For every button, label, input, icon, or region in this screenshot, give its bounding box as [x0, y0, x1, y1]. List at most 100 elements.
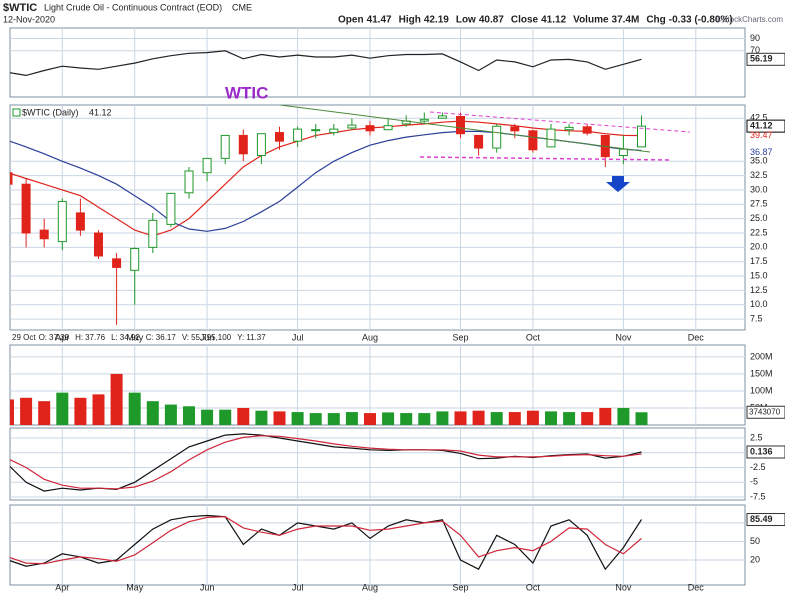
candle-body	[39, 229, 49, 240]
candle-body	[618, 148, 628, 157]
candle-body	[275, 132, 284, 142]
ma-last-label: 39.47	[750, 130, 773, 140]
candle-body	[21, 183, 31, 234]
candle-body	[456, 115, 465, 135]
info-label: Y:	[237, 333, 244, 342]
y-tick-label: 150M	[750, 368, 773, 378]
x-tick-label: Jun	[200, 332, 215, 342]
last-value-label: 3743070	[749, 407, 781, 416]
ma-last-label: 36.87	[750, 147, 773, 157]
panel-frame	[9, 504, 746, 586]
info-date: 29 Oct	[12, 333, 36, 342]
plot-layer: Open 41.47 High 42.19 Low 40.87 Close 41.12 Volu…	[10, 15, 785, 592]
date: 12-Nov-2020	[3, 14, 55, 24]
quote-label: High	[399, 15, 421, 26]
indicator-line	[10, 120, 642, 237]
annotation: WTIC	[225, 83, 268, 102]
candle-body	[10, 172, 13, 185]
panel-frame	[9, 27, 746, 98]
y-tick-label: 20.0	[750, 242, 768, 252]
candle-body	[474, 134, 484, 149]
panel-frame	[9, 427, 746, 501]
y-tick-label: 12.5	[750, 285, 768, 295]
candle-body	[57, 200, 67, 243]
volume-bar	[128, 392, 141, 425]
support-line	[419, 156, 673, 161]
y-tick-label: 7.5	[750, 313, 763, 323]
quote-value: 37.4M	[612, 15, 640, 26]
x-tick-label: Oct	[526, 332, 541, 342]
candle-body	[510, 126, 520, 132]
candle-body	[347, 124, 357, 129]
y-tick-label: 100M	[750, 385, 773, 395]
info-label: C:	[146, 333, 154, 342]
candle-body	[130, 247, 140, 271]
quote-label: Low	[456, 15, 476, 26]
volume-bar	[581, 412, 594, 425]
indicator-line	[10, 516, 642, 565]
last-value-label: 0.136	[750, 446, 773, 456]
y-tick-label: 25.0	[750, 213, 768, 223]
y-tick-label: 15.0	[750, 270, 768, 280]
volume-bar	[635, 412, 648, 425]
candle-body	[582, 126, 592, 134]
y-tick-label: 30.0	[750, 184, 768, 194]
candle-body	[365, 125, 375, 132]
info-value: 11.37	[246, 333, 266, 342]
last-value-box	[746, 52, 785, 66]
y-tick-label: 2.5	[750, 432, 763, 442]
volume-bar	[508, 412, 521, 425]
indicator-line	[10, 50, 642, 77]
x-tick-label: Dec	[688, 582, 705, 592]
volume-bar	[273, 411, 286, 425]
x-tick-label: Nov	[615, 332, 632, 342]
candle-body	[419, 118, 429, 122]
candle-body	[94, 232, 103, 257]
info-label: H:	[75, 333, 83, 342]
volume-bar	[110, 373, 123, 425]
x-tick-label: Nov	[615, 582, 632, 592]
y-tick-label: 10.0	[750, 299, 768, 309]
instrument-name: Light Crude Oil - Continuous Contract (E…	[44, 2, 222, 12]
x-tick-label: May	[126, 582, 144, 592]
price-icon	[12, 108, 21, 117]
candle-body	[637, 125, 646, 148]
volume-bar	[146, 401, 159, 425]
candle-body	[220, 134, 230, 159]
candle-body	[202, 157, 212, 174]
quote-value: 41.47	[367, 15, 392, 26]
volume-bar	[382, 412, 395, 425]
candle-body	[148, 219, 158, 248]
volume-bar	[56, 392, 69, 425]
volume-bar	[10, 399, 14, 425]
y-tick-label: -5	[750, 477, 758, 487]
quote-label: Volume	[573, 15, 609, 26]
exchange: CME	[232, 2, 252, 12]
candle-body	[293, 128, 303, 142]
y-tick-label: -7.5	[750, 491, 766, 501]
volume-bar	[255, 410, 268, 425]
info-label: O:	[39, 333, 47, 342]
volume-bar	[617, 407, 630, 425]
volume-bar	[545, 411, 557, 425]
candle-body	[329, 128, 339, 134]
y-tick-label: 20	[750, 554, 760, 564]
quote-value: 42.19	[424, 15, 449, 26]
y-tick-label: -2.5	[750, 462, 766, 472]
x-tick-label: Jul	[292, 582, 304, 592]
volume-bar	[309, 413, 322, 425]
x-tick-label: Aug	[362, 582, 378, 592]
arrow-marker	[606, 176, 630, 192]
candle-body	[166, 192, 176, 225]
candle-body	[546, 128, 556, 148]
y-tick-label: 32.5	[750, 170, 768, 180]
info-value: 34.92	[120, 333, 141, 342]
y-tick-label: 200M	[750, 351, 773, 361]
quote-value: 40.87	[479, 15, 504, 26]
last-value-box	[746, 119, 785, 133]
watermark: ©StockCharts.com	[716, 15, 783, 24]
quote-value: 41.12	[541, 15, 566, 26]
x-tick-label: Apr	[55, 582, 69, 592]
y-tick-label: 90	[750, 33, 760, 43]
